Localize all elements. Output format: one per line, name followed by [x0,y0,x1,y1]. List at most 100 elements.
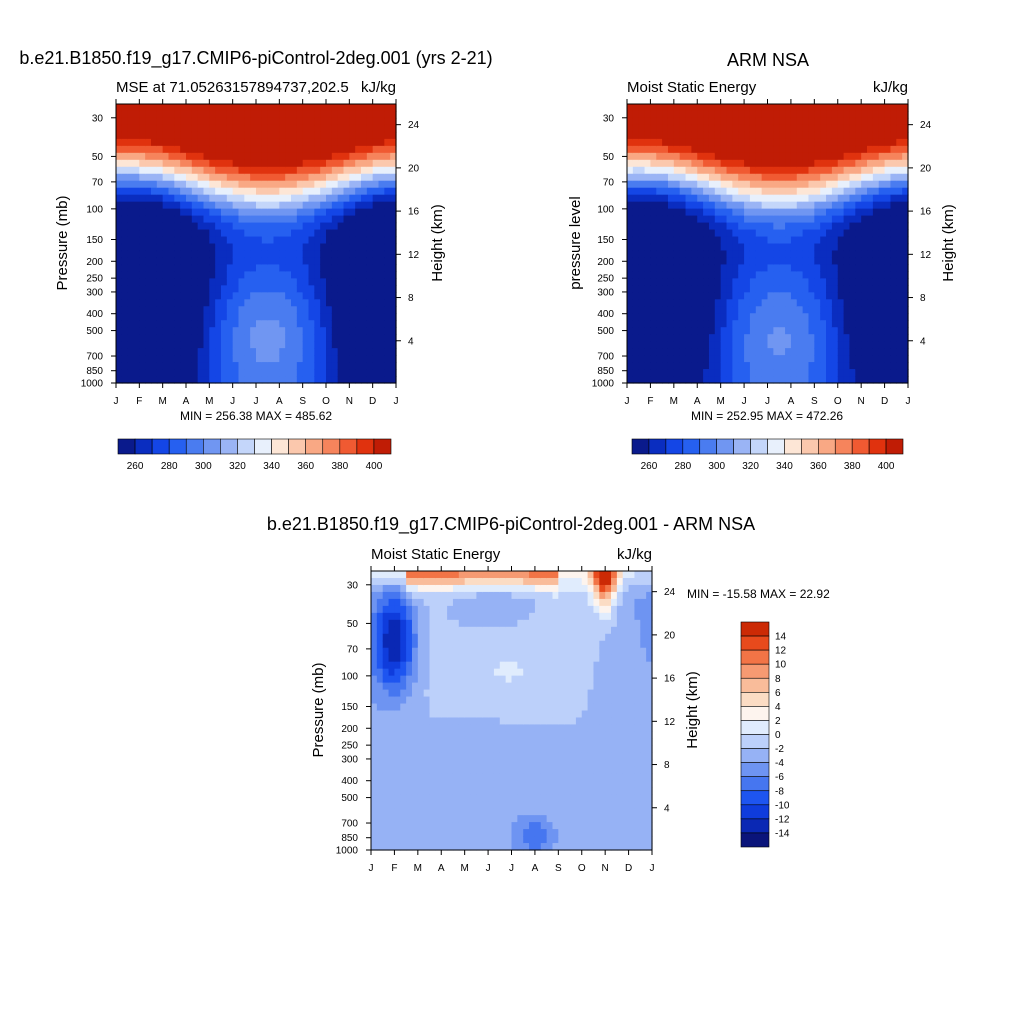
field-cell [423,682,431,691]
y-tick-label: 300 [597,287,614,298]
field-cell [151,173,158,182]
field-cell [232,299,240,307]
field-cell [423,710,431,719]
field-cell [667,292,675,300]
field-cell [337,243,345,252]
field-cell [493,647,501,656]
field-cell [720,222,728,231]
field-cell [458,703,466,712]
field-cell [168,201,175,210]
field-cell [732,362,739,370]
field-cell [691,222,698,231]
field-cell [796,215,804,224]
field-cell [785,369,792,377]
field-cell [476,745,483,753]
field-cell [197,376,205,384]
field-cell [261,306,269,314]
field-cell [779,376,786,384]
field-cell [714,334,722,342]
field-cell [355,320,362,328]
field-cell [732,285,739,293]
field-cell [406,843,413,851]
field-cell [476,710,483,719]
field-cell [878,243,886,252]
field-cell [726,243,733,252]
field-cell [285,201,292,210]
x-tick-label: J [230,396,235,407]
field-cell [186,243,193,252]
field-cell [349,313,356,321]
field-cell [627,348,634,356]
field-cell [151,271,158,279]
field-cell [849,313,856,321]
field-cell [667,334,675,342]
field-cell [632,222,640,231]
field-cell [849,299,856,307]
field-cell [720,152,728,161]
field-cell [337,166,345,175]
field-cell [186,271,193,279]
field-cell [417,661,425,670]
field-cell [878,264,886,272]
field-cell [226,173,234,182]
field-cell [855,243,862,252]
field-cell [726,201,733,210]
field-cell [644,229,652,238]
field-cell [145,257,152,266]
field-cell [371,808,378,816]
field-cell [376,633,384,642]
field-cell [650,285,657,293]
colorbar-swatch [339,438,358,455]
field-cell [203,131,210,140]
field-cell [296,271,304,279]
field-cell [703,271,710,279]
field-cell [452,801,460,809]
field-cell [302,327,310,335]
field-cell [476,654,483,663]
field-cell [349,362,356,370]
field-cell [400,598,407,607]
field-cell [372,215,380,224]
field-cell [837,320,845,328]
field-cell [337,250,345,259]
colorbar-swatch [373,438,392,455]
field-cell [429,584,436,593]
field-cell [156,222,164,231]
field-cell [209,362,216,370]
field-cell [714,229,722,238]
field-cell [814,257,821,266]
field-cell [296,250,304,259]
field-cell [209,187,216,196]
field-cell [261,278,269,286]
field-cell [429,836,436,844]
field-cell [411,605,419,614]
field-cell [714,250,722,259]
field-cell [691,173,698,182]
field-cell [355,138,362,147]
field-cell [814,320,821,328]
field-cell [843,104,851,112]
field-cell [337,173,345,182]
field-cell [638,222,646,231]
field-cell [867,257,874,266]
field-cell [238,341,245,349]
field-cell [458,731,466,739]
field-cell [394,773,401,781]
field-cell [488,745,495,753]
field-cell [417,612,425,621]
field-cell [221,104,228,112]
field-cell [773,285,780,293]
field-cell [796,327,804,335]
field-cell [261,250,269,259]
field-cell [151,250,158,259]
field-cell [476,584,483,593]
field-cell [796,355,804,363]
field-cell [382,591,390,600]
field-cell [308,131,315,140]
field-cell [726,152,733,161]
field-cell [627,369,634,377]
field-cell [691,355,698,363]
y-tick-label: 150 [597,235,614,246]
field-cell [447,731,454,739]
field-cell [291,208,298,217]
